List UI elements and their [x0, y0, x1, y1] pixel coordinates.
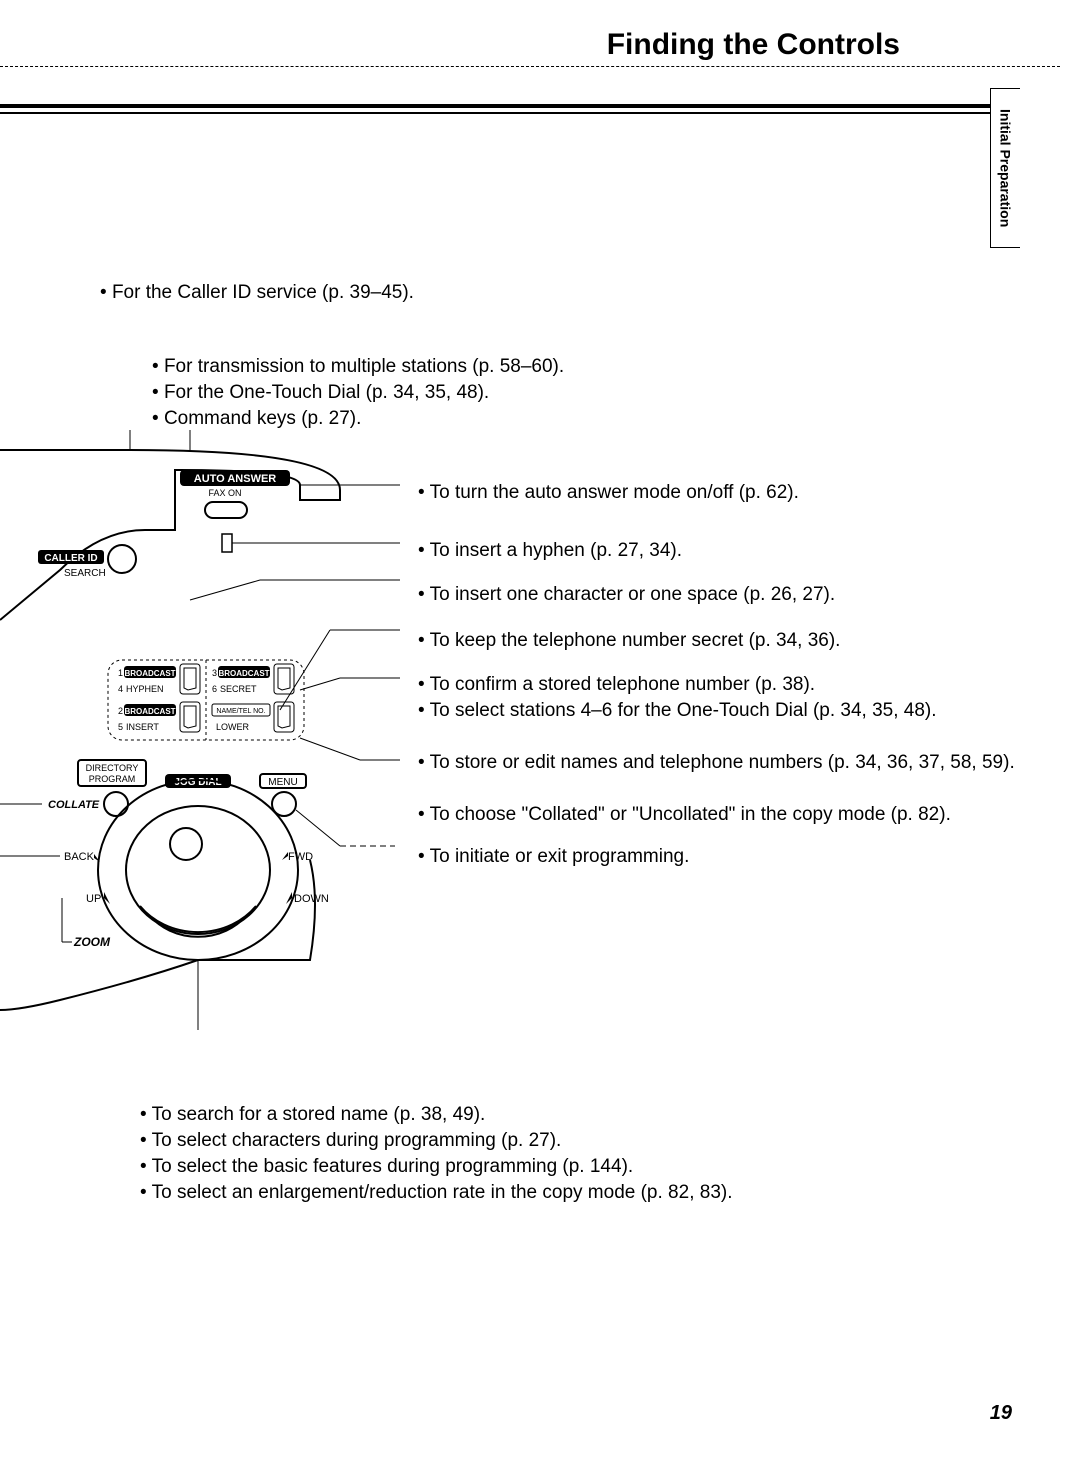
- svg-text:3: 3: [212, 668, 217, 678]
- page-title: Finding the Controls: [607, 28, 900, 62]
- svg-text:FWD: FWD: [288, 851, 313, 863]
- bullet-secret: To keep the telephone number secret (p. …: [418, 628, 840, 654]
- page-number: 19: [990, 1402, 1012, 1425]
- bullet-confirm-b: To select stations 4–6 for the One-Touch…: [418, 698, 937, 724]
- svg-text:MENU: MENU: [268, 777, 297, 788]
- svg-text:BROADCAST: BROADCAST: [124, 669, 175, 678]
- svg-text:COLLATE: COLLATE: [48, 799, 100, 811]
- svg-text:DOWN: DOWN: [294, 893, 329, 905]
- svg-text:1: 1: [118, 668, 123, 678]
- side-tab-label: Initial Preparation: [998, 109, 1014, 227]
- svg-text:4: 4: [118, 684, 123, 694]
- bullet-bottom-4: To select an enlargement/reduction rate …: [140, 1180, 733, 1206]
- bullet-bottom-2: To select characters during programming …: [140, 1128, 561, 1154]
- side-tab: Initial Preparation: [990, 88, 1020, 248]
- svg-text:HYPHEN: HYPHEN: [126, 684, 164, 694]
- svg-text:LOWER: LOWER: [216, 722, 250, 732]
- bullet-one-touch: For the One-Touch Dial (p. 34, 35, 48).: [152, 380, 489, 406]
- bullet-confirm-a: To confirm a stored telephone number (p.…: [418, 672, 815, 698]
- bullet-auto-answer: To turn the auto answer mode on/off (p. …: [418, 480, 799, 506]
- svg-text:2: 2: [118, 706, 123, 716]
- bullet-bottom-1: To search for a stored name (p. 38, 49).: [140, 1102, 485, 1128]
- header-rule-1: [0, 104, 990, 108]
- svg-text:6: 6: [212, 684, 217, 694]
- svg-text:BROADCAST: BROADCAST: [218, 669, 269, 678]
- header-rule-2: [0, 112, 990, 114]
- search-label: SEARCH: [64, 568, 106, 579]
- bullet-store-b: To choose "Collated" or "Uncollated" in …: [418, 802, 951, 828]
- auto-answer-label: AUTO ANSWER: [194, 473, 277, 485]
- svg-text:BROADCAST: BROADCAST: [124, 707, 175, 716]
- title-rule: [0, 66, 1060, 67]
- bullet-transmission: For transmission to multiple stations (p…: [152, 354, 564, 380]
- bullet-menu: To initiate or exit programming.: [418, 844, 689, 870]
- svg-text:NAME/TEL NO.: NAME/TEL NO.: [216, 708, 265, 715]
- bullet-bottom-3: To select the basic features during prog…: [140, 1154, 633, 1180]
- bullet-caller-id: For the Caller ID service (p. 39–45).: [100, 280, 414, 306]
- svg-text:5: 5: [118, 722, 123, 732]
- bullet-hyphen: To insert a hyphen (p. 27, 34).: [418, 538, 682, 564]
- bullet-insert-char: To insert one character or one space (p.…: [418, 582, 835, 608]
- control-diagram: AUTO ANSWER FAX ON CALLER ID SEARCH 1 BR…: [0, 430, 400, 1030]
- svg-text:DIRECTORY: DIRECTORY: [86, 763, 139, 773]
- svg-text:SECRET: SECRET: [220, 684, 257, 694]
- fax-on-label: FAX ON: [208, 488, 241, 498]
- svg-text:ZOOM: ZOOM: [73, 935, 111, 949]
- svg-text:PROGRAM: PROGRAM: [89, 774, 136, 784]
- bullet-store-a: To store or edit names and telephone num…: [418, 750, 1015, 776]
- bullet-command: Command keys (p. 27).: [152, 406, 361, 432]
- caller-id-label: CALLER ID: [44, 553, 97, 564]
- svg-text:UP: UP: [86, 893, 101, 905]
- svg-text:BACK: BACK: [64, 851, 95, 863]
- svg-text:JOG DIAL: JOG DIAL: [174, 777, 221, 788]
- svg-text:INSERT: INSERT: [126, 722, 159, 732]
